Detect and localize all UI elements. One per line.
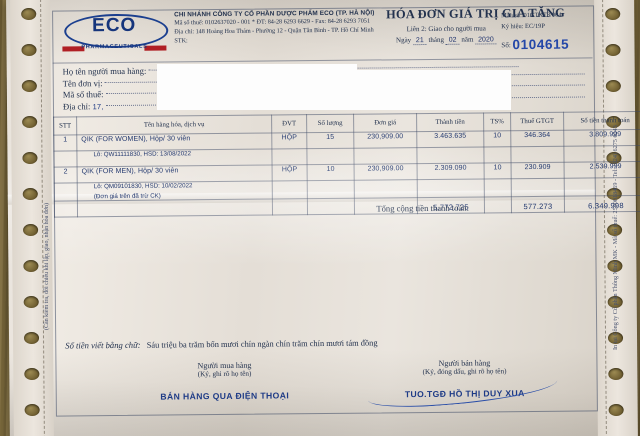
seller-details: CHI NHÁNH CÔNG TY CỔ PHẦN DƯỢC PHẨM ECO … [174, 8, 384, 45]
invoice-title-block: HÓA ĐƠN GIÁ TRỊ GIA TĂNG Liên 2: Giao ch… [386, 5, 566, 46]
buyer-signature-hint: (Ký, ghi rõ họ tên) [197, 369, 252, 379]
right-margin-note: In tại Công ty Cổ phần Thông Minh MK - M… [612, 125, 619, 350]
number-label: Số: [501, 40, 511, 50]
col-vat: Thuế GTGT [510, 112, 564, 131]
invoice-meta-block: Mẫu số: 01GTKT3/004 Ký hiệu: EC/19P Số: … [501, 10, 596, 57]
row2-total: 2.539.999 [589, 163, 622, 171]
number-line: Số: 0104615 [501, 33, 596, 57]
buyer-name-label: Họ tên người mua hàng: [62, 65, 147, 77]
row1-rate: 10 [493, 132, 502, 140]
invoice-copy-line: Liên 2: Giao cho người mua [406, 24, 486, 34]
row2-price: 230,909.00 [367, 165, 404, 173]
redaction-box-left [157, 64, 357, 110]
col-total: Số tiền thanh toán [563, 111, 640, 131]
seller-signature-block: Người bán hàng (Ký, đóng dấu, ghi rõ họ … [349, 358, 579, 412]
invoice-items-table: STT Tên hàng hóa, dịch vụ ĐVT Số lượng Đ… [53, 111, 640, 218]
col-stt: STT [53, 116, 77, 136]
total-payable: 6.349.998 [588, 201, 624, 211]
col-price: Đơn giá [353, 113, 417, 133]
form-value: 01GTKT3/004 [523, 11, 562, 20]
buyer-address-value: 17, [92, 101, 104, 111]
amount-in-words-label: Số tiền viết bằng chữ: [65, 339, 141, 351]
col-qty: Số lượng [306, 114, 354, 133]
invoice-title: HÓA ĐƠN GIÁ TRỊ GIA TĂNG [386, 5, 566, 22]
row1-qty: 15 [326, 133, 335, 141]
row1-vat: 346.364 [524, 131, 551, 140]
row1-lot: Lô: QW11111830, HSD: 13/08/2022 [93, 150, 192, 159]
buyer-taxcode-label: Mã số thuế: [62, 89, 104, 100]
row2-vat: 230.909 [524, 163, 551, 172]
row1-amount: 3.463.635 [434, 132, 467, 140]
row1-stt: 1 [63, 136, 68, 144]
invoice-number: 0104615 [512, 36, 570, 52]
buyer-address-label: Địa chỉ: [62, 100, 91, 112]
serial-line: Ký hiệu: EC/19P [501, 21, 596, 33]
buyer-company-label: Tên đơn vị: [62, 77, 103, 89]
invoice-day: 21 [412, 37, 427, 46]
redaction-box-right [345, 70, 511, 110]
row1-price: 230,909.00 [367, 133, 404, 141]
row2-stt: 2 [63, 168, 68, 176]
month-label: tháng [428, 35, 445, 44]
row1-unit: HỘP [281, 134, 298, 142]
logo-subtext: PHARMACEUTICALS [81, 43, 148, 51]
buyer-signature-block: Người mua hàng (Ký, ghi rõ họ tên) BÁN H… [109, 360, 339, 402]
year-label: năm [461, 35, 474, 44]
invoice-year: 2020 [475, 36, 497, 45]
row2-amount: 2.309.090 [434, 164, 467, 172]
total-vat: 577.273 [523, 201, 553, 212]
row2-rate: 10 [493, 164, 502, 172]
logo-wordmark: ECO [92, 14, 137, 37]
serial-value: EC/19P [524, 22, 545, 30]
row1-name: QIK (FOR WOMEN), Hộp/ 30 viên [81, 135, 191, 144]
row2-lot: Lô: QM09101830, HSD: 10/02/2022 [93, 182, 193, 191]
eco-logo: ECO PHARMACEUTICALS [60, 11, 170, 56]
col-unit: ĐVT [271, 114, 307, 133]
form-label: Mẫu số: [501, 12, 522, 20]
col-amount: Thành tiền [416, 112, 484, 132]
total-label: Tổng cộng tiền thanh toán: [376, 202, 470, 214]
row2-unit: HỘP [281, 166, 298, 174]
row1-total: 3.809.999 [589, 131, 622, 139]
invoice-month: 02 [445, 36, 460, 45]
left-margin-note: (Cần kiểm tra, đối chiếu khi lập, giao, … [44, 203, 50, 330]
date-prefix: Ngày [395, 36, 412, 45]
col-rate: TS% [483, 112, 511, 131]
serial-label: Ký hiệu: [501, 22, 524, 31]
row2-qty: 10 [326, 165, 335, 173]
invoice-date-line: Ngày 21 tháng 02 năm 2020 [386, 35, 506, 46]
col-name: Tên hàng hóa, dịch vụ [76, 114, 272, 135]
row2-name: QIK (FOR MEN), Hộp/ 30 viên [81, 167, 179, 176]
